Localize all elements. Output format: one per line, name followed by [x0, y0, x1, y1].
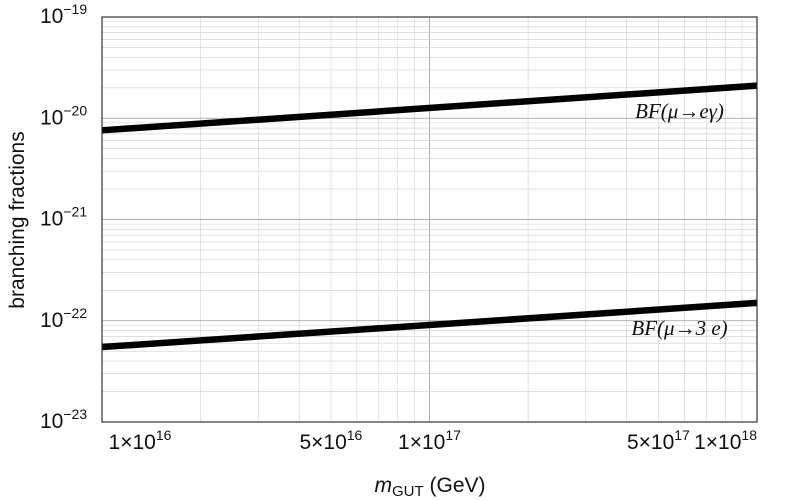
- x-axis-label: mGUT (GeV): [374, 474, 485, 500]
- y-tick-base: 10: [40, 309, 63, 332]
- y-tick-exponent: −22: [63, 305, 87, 321]
- y-tick-label: 10−22: [40, 305, 87, 332]
- x-tick-mantissa: 5×10: [627, 431, 674, 454]
- y-tick-base: 10: [40, 410, 63, 433]
- grid: [101, 17, 757, 423]
- x-tick-exponent: 18: [741, 427, 757, 443]
- y-tick-label: 10−20: [40, 102, 87, 129]
- y-tick-base: 10: [40, 208, 63, 231]
- y-tick-exponent: −21: [63, 204, 87, 220]
- x-tick-label: 1×1018: [694, 427, 757, 454]
- x-tick-mantissa: 1×10: [694, 431, 741, 454]
- y-tick-label: 10−23: [40, 406, 87, 433]
- x-tick-mantissa: 1×10: [398, 431, 445, 454]
- y-tick-base: 10: [40, 106, 63, 129]
- y-tick-exponent: −20: [63, 102, 87, 118]
- x-tick-exponent: 16: [347, 427, 363, 443]
- series-line-2: [101, 299, 758, 351]
- series-line-1: [101, 82, 758, 134]
- x-tick-mantissa: 1×10: [109, 431, 156, 454]
- x-tick-mantissa: 5×10: [299, 431, 346, 454]
- x-tick-label: 1×1017: [398, 427, 461, 454]
- plot-frame: [101, 16, 758, 423]
- x-tick-exponent: 17: [674, 427, 690, 443]
- y-tick-label: 10−19: [40, 1, 87, 28]
- x-tick-label: 5×1016: [299, 427, 362, 454]
- x-tick-label: 1×1016: [109, 427, 172, 454]
- y-tick-base: 10: [40, 5, 63, 28]
- y-tick-exponent: −19: [63, 1, 87, 17]
- x-tick-label: 5×1017: [627, 427, 690, 454]
- series-layer: [101, 82, 758, 351]
- x-axis-ticks: 1×1016 5×1016 1×1017 5×1017 1×1018: [109, 427, 758, 454]
- x-tick-exponent: 16: [156, 427, 172, 443]
- x-tick-exponent: 17: [445, 427, 461, 443]
- y-tick-exponent: −23: [63, 406, 87, 422]
- series-label-2: BF(μ→3 e): [631, 316, 727, 340]
- series-label-1: BF(μ→eγ): [635, 99, 724, 123]
- y-tick-label: 10−21: [40, 204, 87, 231]
- y-axis-label: branching fractions: [6, 131, 29, 308]
- series-labels: BF(μ→eγ) BF(μ→3 e): [631, 99, 727, 340]
